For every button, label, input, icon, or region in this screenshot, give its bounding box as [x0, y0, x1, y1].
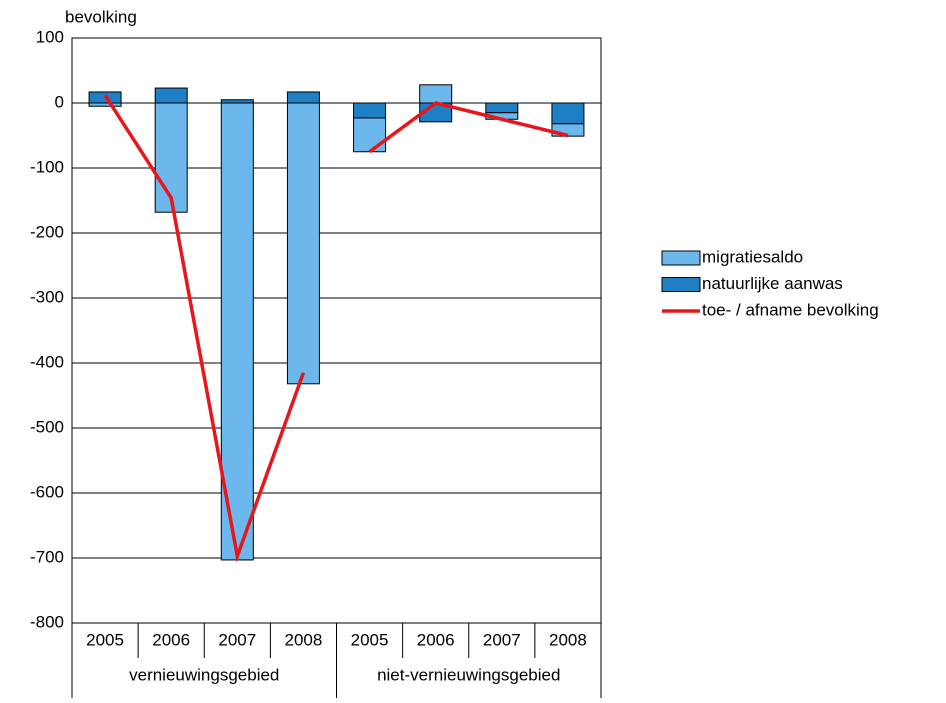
y-tick-label: -600 [30, 482, 64, 501]
y-tick-label: -100 [30, 157, 64, 176]
x-tick-label: 2006 [417, 630, 455, 649]
x-tick-label: 2008 [549, 630, 587, 649]
bar [551, 102, 585, 125]
bar [353, 117, 387, 153]
y-tick-label: -400 [30, 352, 64, 371]
y-tick-label: 0 [55, 92, 64, 111]
x-tick-label: 2006 [152, 630, 190, 649]
bar [485, 102, 519, 114]
legend-label: natuurlijke aanwas [702, 274, 843, 293]
x-tick-label: 2005 [351, 630, 389, 649]
x-tick-label: 2007 [483, 630, 521, 649]
group-label: niet-vernieuwingsgebied [377, 665, 560, 684]
group-label: vernieuwingsgebied [129, 665, 279, 684]
y-tick-label: -800 [30, 612, 64, 631]
y-tick-label: -300 [30, 287, 64, 306]
bar [154, 102, 188, 213]
y-tick-label: -700 [30, 547, 64, 566]
y-tick-label: 100 [36, 27, 64, 46]
x-tick-label: 2008 [285, 630, 323, 649]
bar [154, 87, 188, 104]
bar [286, 91, 320, 104]
legend-label: toe- / afname bevolking [702, 300, 879, 319]
line [103, 94, 306, 563]
x-tick-label: 2007 [218, 630, 256, 649]
bar [353, 102, 387, 119]
x-tick-label: 2005 [86, 630, 124, 649]
bar [419, 84, 453, 104]
legend-swatch [661, 277, 701, 292]
bar [286, 102, 320, 385]
y-tick-label: -200 [30, 222, 64, 241]
y-tick-label: -500 [30, 417, 64, 436]
y-axis-label: bevolking [65, 7, 137, 26]
line [368, 101, 569, 154]
legend-swatch [661, 250, 701, 266]
legend-label: migratiesaldo [702, 247, 803, 266]
